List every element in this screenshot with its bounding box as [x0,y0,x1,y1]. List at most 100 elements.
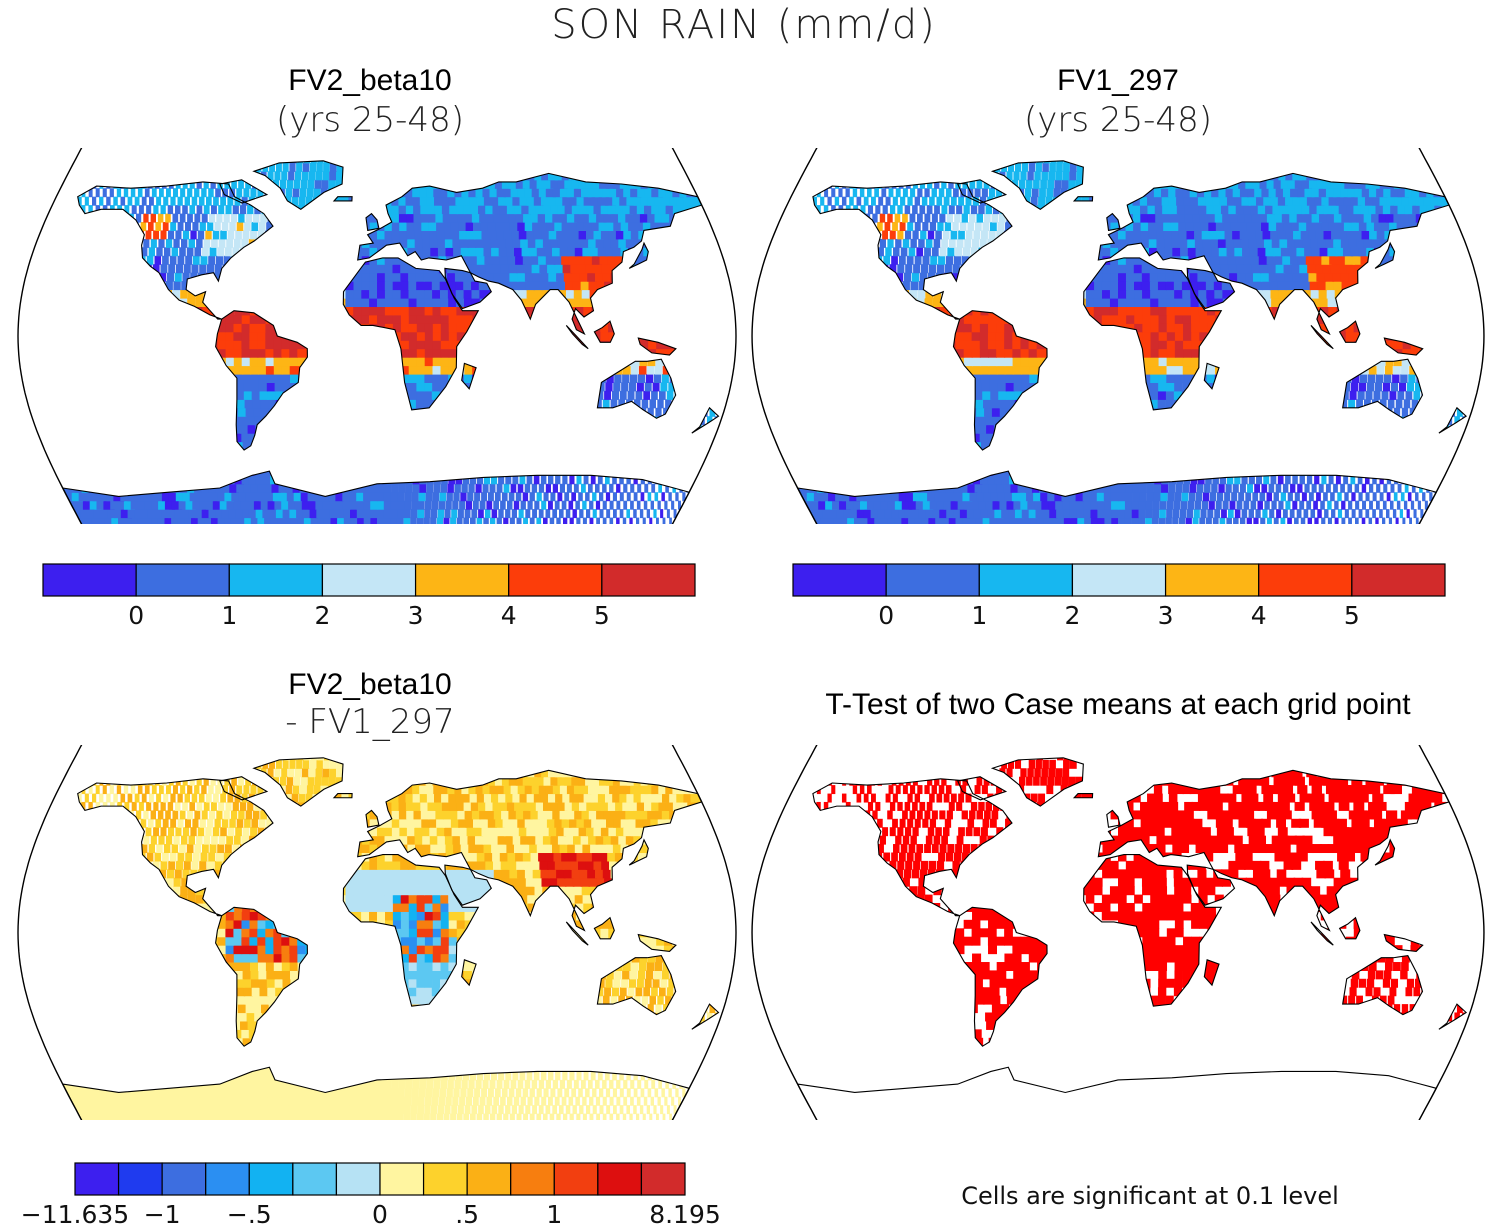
coastline-iceland [332,196,353,202]
coastline-arabia [1186,267,1236,310]
colorbar-swatch [1351,563,1446,597]
coastline-arabia [1186,864,1236,906]
coastline-sumatra [565,921,589,946]
coastline-greenland [990,757,1084,807]
coastline-madagascar [461,959,477,987]
coastline-britain [365,809,380,828]
panel-title-fv1: FV1_297 [1057,64,1179,97]
coastline-newguinea [637,337,677,356]
colorbar-swatch [414,563,510,597]
colorbar-swatch [1071,563,1167,597]
panel-title-ttest: T-Test of two Case means at each grid po… [825,688,1411,721]
coastline-northAmerica [812,778,1013,917]
coastline-greenland [990,160,1084,210]
colorbar-swatch [978,563,1074,597]
colorbar-tick-label: 1 [546,1200,562,1227]
colorbar-tick-label: 5 [594,601,610,630]
coastline-southAmerica [952,310,1048,451]
map-panel-ttest [751,745,1485,1120]
coastline-newguinea [1383,933,1424,953]
coastline-arabia [444,864,492,906]
coastline-borneo [1338,320,1361,343]
colorbar-swatch [553,1162,599,1196]
coastline-japan [1374,241,1396,269]
coastline-australia [1342,358,1424,419]
colorbar-tick-label: 0 [878,601,894,630]
colorbar-tick-label: 3 [408,601,424,630]
panel-subtitle-diff: - FV1_297 [285,702,455,742]
coastline-britain [365,212,380,232]
coastline-eurasia [1097,172,1450,336]
colorbar-swatch [422,1162,468,1196]
colorbar-fv1: 0 1 2 3 4 5 [792,563,1446,630]
coastline-eurasia [1097,769,1450,932]
coastline-greenland [252,160,344,210]
coastline-madagascar [461,362,477,390]
colorbar-tick-label: −1 [144,1200,181,1227]
colorbar-tick-label: 2 [1064,601,1080,630]
colorbar-swatch [379,1162,425,1196]
colorbar-tick-label: 8.195 [649,1200,721,1227]
coastline-iceland [1072,196,1094,202]
coastline-newzealand [691,406,720,434]
coastline-southAmerica [952,906,1048,1047]
map-border [751,745,1485,1120]
colorbar-swatch [205,1162,250,1196]
map-border [17,148,737,524]
coastline-africa [342,854,480,1007]
colorbar-swatch [792,563,887,597]
coastline-iceland [1072,793,1094,799]
colorbar-swatch [117,1162,163,1196]
colorbar-swatch [321,563,417,597]
panel-subtitle-fv2: (yrs 25-48) [276,100,464,140]
colorbar-tick-label: −.5 [227,1200,272,1227]
colorbar-swatch [466,1162,512,1196]
colorbar-tick-label: 2 [314,601,330,630]
colorbar-swatch [640,1162,686,1196]
colorbar-swatch [597,1162,643,1196]
panel-title-fv2: FV2_beta10 [288,64,452,97]
map-panel-fv2-beta10 [17,148,737,524]
coastline-australia [1342,955,1424,1016]
coastline-greenland [252,757,344,807]
colorbar-swatch [248,1162,294,1196]
colorbar-tick-label: .5 [455,1200,479,1227]
colorbar-tick-label: 1 [971,601,987,630]
coastline-northAmerica [77,778,274,917]
coastline-madagascar [1203,959,1220,987]
coastline-japan [1374,838,1396,866]
coastline-newzealand [691,1003,720,1030]
colorbar-tick-label: 0 [372,1200,388,1227]
coastline-sumatra [1310,325,1334,350]
coastline-borneo [593,916,615,940]
colorbar-difference: −11.635 −1 −.5 0 .5 1 8.195 [21,1162,721,1227]
colorbar-swatch [292,1162,338,1196]
coastline-sumatra [1310,921,1334,946]
coastline-eurasia [357,172,703,336]
coastline-africa [1083,257,1223,411]
colorbar-swatch [42,563,137,597]
colorbar-tick-label: 3 [1158,601,1174,630]
coastline-africa [342,257,480,411]
panel-subtitle-fv1: (yrs 25-48) [1024,100,1212,140]
significance-note: Cells are significant at 0.1 level [961,1182,1339,1210]
coastline-japan [628,241,649,269]
colorbar-swatch [508,563,603,597]
colorbar-swatch [1258,563,1353,597]
map-panel-fv1-297 [751,148,1485,524]
coastline-southAmerica [215,906,308,1047]
coastline-baffin [219,776,269,801]
colorbar-tick-label: −11.635 [21,1200,129,1227]
coastline-arabia [444,267,492,310]
coastline-newzealand [1438,1003,1468,1030]
coastline-newguinea [637,933,677,953]
coastline-australia [596,955,677,1016]
figure-title: SON RAIN (mm/d) [551,2,937,48]
map-border [17,745,737,1120]
colorbar-swatch [885,563,980,597]
map-panel-difference [17,745,737,1120]
coastline-africa [1083,854,1223,1007]
panel-title-diff: FV2_beta10 [288,668,452,701]
coastline-britain [1106,212,1121,232]
coastline-borneo [1338,916,1361,940]
